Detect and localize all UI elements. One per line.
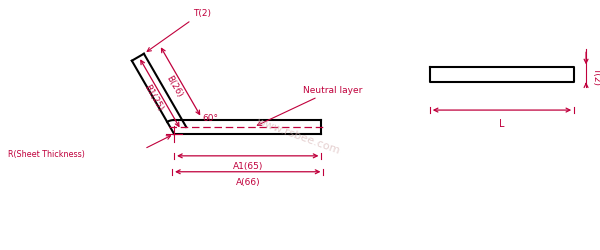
Text: T(2): T(2) <box>147 10 211 52</box>
Text: Neutral layer: Neutral layer <box>257 86 363 126</box>
Text: B1(25): B1(25) <box>142 83 164 113</box>
Text: A(66): A(66) <box>235 177 260 186</box>
Text: A1(65): A1(65) <box>233 161 263 170</box>
Text: B(26): B(26) <box>164 74 184 98</box>
Text: R(Sheet Thickness): R(Sheet Thickness) <box>8 150 85 159</box>
Text: T(2): T(2) <box>593 66 600 84</box>
Text: www.rsbee.com: www.rsbee.com <box>255 116 342 155</box>
Text: L: L <box>499 118 505 128</box>
Text: 60°: 60° <box>202 114 218 122</box>
